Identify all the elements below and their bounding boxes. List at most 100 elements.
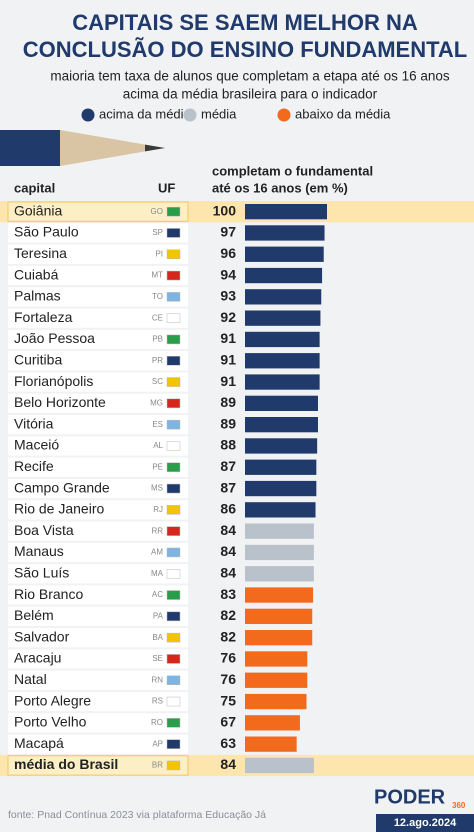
bar: [245, 523, 314, 539]
flag: [166, 483, 181, 494]
value-label: 84: [220, 756, 236, 772]
name-cell: [8, 308, 188, 328]
value-label: 87: [220, 479, 236, 495]
capital-label: Palmas: [14, 288, 61, 304]
name-cell: [7, 201, 189, 222]
uf-label: PE: [152, 462, 163, 471]
capital-label: Teresina: [14, 245, 67, 261]
value-label: 92: [220, 309, 236, 325]
name-cell: [7, 755, 189, 776]
capital-label: Porto Alegre: [14, 692, 91, 708]
bar: [245, 310, 321, 326]
value-label: 93: [220, 288, 236, 304]
value-label: 82: [220, 607, 236, 623]
uf-label: BA: [152, 633, 163, 642]
uf-label: SP: [152, 228, 163, 237]
capital-label: média do Brasil: [14, 756, 118, 772]
value-label: 67: [220, 714, 236, 730]
value-label: 87: [220, 458, 236, 474]
flag: [166, 696, 181, 707]
bar: [245, 672, 308, 688]
capital-label: Recife: [14, 458, 54, 474]
flag: [166, 206, 181, 217]
uf-label: MG: [150, 398, 163, 407]
uf-label: AC: [152, 590, 163, 599]
bar: [245, 608, 313, 624]
flag: [166, 441, 181, 451]
column-header: UF: [158, 180, 175, 195]
value-label: 82: [220, 628, 236, 644]
capital-label: Boa Vista: [14, 522, 74, 538]
uf-label: CE: [152, 313, 163, 322]
subtitle-line: maioria tem taxa de alunos que completam…: [50, 69, 449, 84]
bar: [245, 289, 322, 305]
capital-label: Fortaleza: [14, 309, 73, 325]
name-cell: [8, 521, 188, 541]
uf-label: PI: [155, 249, 163, 258]
uf-label: RS: [152, 697, 163, 706]
value-label: 94: [220, 266, 236, 282]
value-label: 63: [220, 735, 236, 751]
subtitle-line: acima da média brasileira para o indicad…: [123, 87, 378, 102]
value-label: 96: [220, 245, 236, 261]
flag: [166, 292, 181, 302]
bar: [245, 566, 314, 582]
uf-label: TO: [152, 292, 163, 301]
brand-sup: 360: [452, 801, 466, 810]
flag: [166, 675, 181, 685]
uf-label: GO: [151, 207, 163, 216]
flag: [166, 632, 181, 643]
value-label: 88: [220, 437, 236, 453]
bar: [245, 544, 314, 561]
capital-label: Maceió: [14, 437, 59, 453]
column-header: completam o fundamental: [212, 163, 373, 178]
flag: [166, 419, 181, 430]
uf-label: RR: [151, 526, 163, 535]
name-cell: [8, 372, 188, 392]
uf-label: AP: [152, 739, 163, 748]
value-label: 91: [220, 330, 236, 346]
name-cell: [8, 713, 188, 733]
uf-label: BR: [152, 761, 163, 770]
rows: Goiânia GO 100 São Paulo SP 97 Teresina PI 96 Cui…: [0, 201, 474, 777]
flag: [166, 760, 181, 771]
name-cell: [8, 585, 188, 605]
value-label: 84: [220, 522, 236, 538]
bar: [245, 502, 316, 518]
value-label: 76: [220, 650, 236, 666]
date-box: [376, 814, 474, 832]
capital-label: Aracaju: [14, 650, 61, 666]
uf-label: MT: [151, 271, 163, 280]
flag: [166, 398, 181, 409]
bar: [245, 374, 320, 390]
capital-label: Goiânia: [14, 202, 62, 218]
name-cell: [8, 542, 188, 563]
source: fonte: Pnad Contínua 2023 via plataforma…: [8, 809, 266, 821]
bar: [245, 204, 327, 220]
name-cell: [8, 265, 188, 286]
name-cell: [8, 393, 188, 413]
capital-label: Rio de Janeiro: [14, 501, 104, 517]
uf-label: PA: [153, 611, 164, 620]
flag: [166, 569, 181, 579]
bar: [245, 438, 318, 454]
capital-label: Manaus: [14, 543, 64, 559]
bar: [245, 693, 307, 710]
legend-label: média: [201, 106, 237, 121]
name-cell: [8, 564, 188, 584]
name-cell: [8, 500, 188, 520]
uf-label: SE: [152, 654, 163, 663]
legend-swatch: [183, 108, 197, 122]
name-cell: [8, 649, 188, 669]
bar: [245, 630, 313, 646]
name-cell: [8, 457, 188, 477]
legend-swatch: [81, 108, 95, 122]
capital-label: São Luís: [14, 564, 69, 580]
value-label: 76: [220, 671, 236, 687]
legend-label: abaixo da média: [295, 106, 391, 121]
capital-label: Campo Grande: [14, 479, 110, 495]
name-cell: [8, 628, 188, 648]
legend: acima da média média abaixo da média: [81, 106, 391, 122]
name-cell: [8, 478, 188, 499]
